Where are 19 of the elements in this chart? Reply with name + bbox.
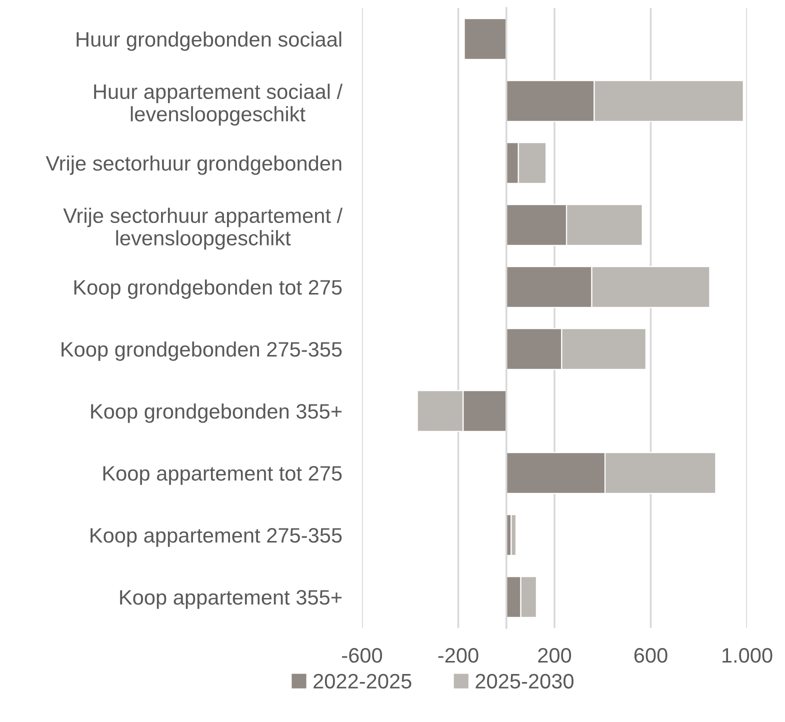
- legend-label: 2025-2030: [476, 674, 574, 689]
- y-tick-label: Koop grondgebonden 275-355: [62, 341, 342, 361]
- legend-label: 2022-2025: [314, 674, 412, 689]
- y-tick-label: Koop appartement 275-355: [90, 528, 342, 547]
- x-tick-label: -200: [438, 648, 478, 663]
- bar: [510, 514, 517, 556]
- y-tick-label: Vrije sectorhuur grondgebonden: [46, 155, 342, 175]
- y-tick-label: Huur grondgebonden sociaal: [76, 31, 342, 51]
- y-tick-label: Huur appartement sociaal / levensloopgeschikt: [94, 84, 343, 126]
- x-tick-label: 200: [538, 648, 572, 663]
- y-tick-label: Koop appartement 355+: [120, 590, 342, 609]
- y-tick-label: Koop appartement tot 275: [103, 466, 342, 485]
- bar: [464, 18, 507, 60]
- y-tick-label: Koop grondgebonden 355+: [91, 403, 342, 423]
- x-tick-label: 600: [634, 648, 668, 663]
- x-tick-label: -600: [342, 648, 382, 663]
- y-tick-label: Koop grondgebonden tot 275: [74, 279, 342, 299]
- x-tick-label: 1.000: [722, 648, 772, 663]
- y-tick-label: Vrije sectorhuur appartement / levensloopgeschikt: [63, 208, 343, 250]
